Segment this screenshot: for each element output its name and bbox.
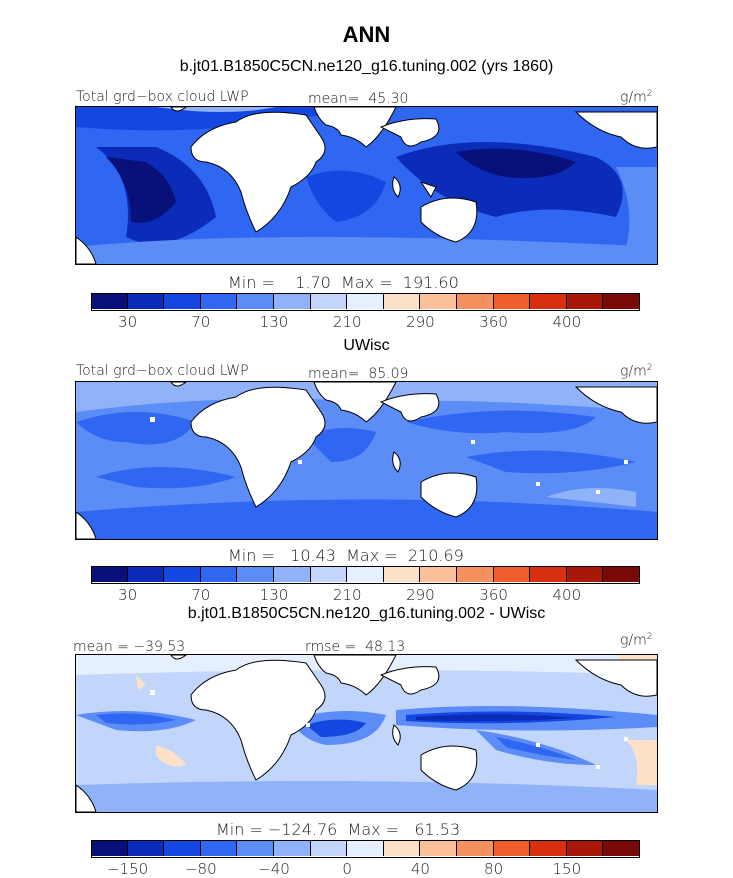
- panel-2-colorbar-label: 290: [406, 586, 435, 604]
- colorbar-cell: [603, 566, 640, 582]
- panel-2-subtitle: UWisc: [343, 337, 390, 354]
- colorbar-cell: [566, 293, 604, 309]
- panel-3-colorbar-label: −80: [184, 860, 217, 878]
- panel-2-colorbar-label: 30: [118, 586, 138, 604]
- colorbar-cell: [493, 840, 531, 856]
- colorbar-cell: [164, 293, 201, 309]
- colorbar-cell: [347, 840, 384, 856]
- colorbar-cell: [530, 840, 567, 856]
- panel-1-minmax: Min = 1.70 Max = 191.60: [228, 273, 459, 292]
- colorbar-cell: [237, 293, 274, 309]
- colorbar-cell: [530, 293, 567, 309]
- colorbar-cell: [164, 840, 201, 856]
- panel-1-subtitle: b.jt01.B1850C5CN.ne120_g16.tuning.002 (y…: [179, 58, 554, 75]
- colorbar-cell: [347, 293, 384, 309]
- colorbar-cell: [383, 566, 421, 582]
- panel-1-mean-label: mean= 45.30: [308, 91, 409, 107]
- colorbar-cell: [91, 840, 128, 856]
- colorbar-cell: [566, 840, 604, 856]
- panel-1-colorbar-frame: [91, 293, 640, 311]
- panel-2-colorbar-label: 360: [479, 586, 508, 604]
- panel-2-variable-label: Total grd−box cloud LWP: [76, 363, 249, 379]
- colorbar-cell: [237, 566, 274, 582]
- panel-1-colorbar-label: 30: [118, 313, 138, 331]
- panel-3-colorbar-label: 150: [552, 860, 582, 878]
- colorbar-cell: [310, 293, 348, 309]
- panel-3-colorbar: −150 −80 −40 0 40 80 150: [91, 840, 640, 878]
- panel-3-colorbar-label: −40: [258, 860, 290, 878]
- colorbar-cell: [164, 566, 201, 582]
- colorbar-cell: [383, 293, 421, 309]
- colorbar-cell: [91, 293, 128, 309]
- panel-3-subtitle: b.jt01.B1850C5CN.ne120_g16.tuning.002 - …: [187, 605, 546, 622]
- panel-1-colorbar-label: 290: [406, 313, 435, 331]
- colorbar-cell: [274, 293, 311, 309]
- colorbar-cell: [420, 293, 457, 309]
- colorbar-cell: [310, 840, 348, 856]
- colorbar-cell: [603, 293, 640, 309]
- panel-2-minmax: Min = 10.43 Max = 210.69: [228, 546, 464, 565]
- colorbar-cell: [420, 566, 457, 582]
- panel-2-map: [75, 381, 658, 540]
- panel-2-colorbar-label: 210: [332, 586, 362, 604]
- colorbar-cell: [457, 566, 494, 582]
- panel-1-colorbar-label: 70: [191, 313, 211, 331]
- panel-1-variable-label: Total grd−box cloud LWP: [76, 89, 249, 105]
- panel-3-map: [75, 654, 658, 813]
- colorbar-cell: [237, 840, 274, 856]
- panel-1-colorbar-label: 210: [332, 313, 362, 331]
- panel-1-map-svg: [76, 107, 657, 264]
- colorbar-cell: [530, 566, 567, 582]
- panel-2-units: g/m2: [620, 363, 653, 380]
- panel-1-colorbar-label: 400: [552, 313, 582, 331]
- panel-3-map-svg: [76, 655, 657, 812]
- panel-1-colorbar: 30 70 130 210 290 360 400: [91, 293, 640, 333]
- colorbar-cell: [200, 566, 238, 582]
- colorbar-cell: [493, 566, 531, 582]
- panel-3-colorbar-label: 0: [342, 860, 352, 878]
- panel-1-units: g/m2: [620, 89, 653, 106]
- panel-1-colorbar-label: 130: [259, 313, 289, 331]
- colorbar-cell: [200, 840, 238, 856]
- panel-2-mean-label: mean= 85.09: [308, 366, 409, 382]
- panel-2-map-svg: [76, 382, 657, 539]
- panel-2-colorbar-label: 130: [259, 586, 289, 604]
- colorbar-cell: [310, 566, 348, 582]
- colorbar-cell: [127, 566, 165, 582]
- colorbar-cell: [274, 566, 311, 582]
- colorbar-cell: [127, 293, 165, 309]
- panel-2-colorbar-frame: [91, 566, 640, 584]
- panel-3-minmax: Min = −124.76 Max = 61.53: [216, 820, 461, 839]
- colorbar-cell: [200, 293, 238, 309]
- colorbar-cell: [457, 840, 494, 856]
- panel-3-rmse-label: rmse = 48.13: [305, 639, 406, 655]
- colorbar-cell: [420, 840, 457, 856]
- colorbar-cell: [347, 566, 384, 582]
- panel-3-colorbar-label: −150: [106, 860, 149, 878]
- colorbar-cell: [91, 566, 128, 582]
- panel-3-units: g/m2: [620, 632, 653, 649]
- panel-1-map: [75, 106, 658, 265]
- colorbar-cell: [457, 293, 494, 309]
- colorbar-cell: [493, 293, 531, 309]
- figure-title: ANN: [342, 22, 391, 47]
- panel-2-colorbar-label: 70: [191, 586, 211, 604]
- colorbar-cell: [603, 840, 640, 856]
- colorbar-cell: [274, 840, 311, 856]
- colorbar-cell: [566, 566, 604, 582]
- panel-1-colorbar-label: 360: [479, 313, 508, 331]
- panel-3-colorbar-label: 80: [484, 860, 504, 878]
- panel-3-mean-label: mean = −39.53: [73, 639, 186, 655]
- panel-3-colorbar-label: 40: [410, 860, 430, 878]
- panel-3-colorbar-frame: [91, 840, 640, 858]
- colorbar-cell: [383, 840, 421, 856]
- colorbar-cell: [127, 840, 165, 856]
- panel-2-colorbar: 30 70 130 210 290 360 400: [91, 566, 640, 606]
- panel-2-colorbar-label: 400: [552, 586, 582, 604]
